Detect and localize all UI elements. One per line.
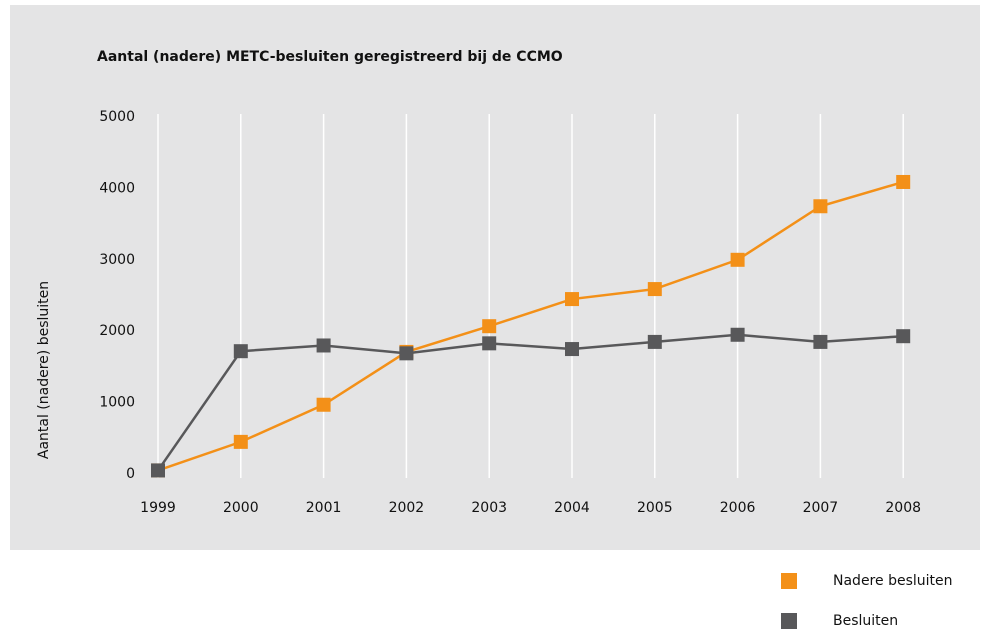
data-point (730, 252, 745, 267)
data-point (482, 319, 497, 334)
data-point (896, 174, 911, 189)
legend-label: Besluiten (833, 613, 898, 629)
legend-swatch (781, 613, 797, 629)
data-point (813, 199, 828, 214)
data-point (647, 334, 662, 349)
data-point (565, 342, 579, 357)
x-tick-label: 2000 (223, 500, 259, 516)
data-point (316, 338, 331, 353)
data-point (813, 334, 828, 349)
x-tick-label: 1999 (140, 500, 176, 516)
data-point (647, 282, 662, 297)
x-tick-label: 2004 (554, 500, 590, 516)
x-tick-label: 2008 (885, 500, 921, 516)
legend-label: Nadere besluiten (833, 573, 953, 589)
chart-title: Aantal (nadere) METC-besluiten geregistr… (97, 49, 563, 65)
data-point (399, 346, 414, 361)
data-point (565, 292, 579, 307)
data-point (233, 434, 248, 449)
data-point (896, 329, 911, 344)
data-point (233, 344, 248, 359)
y-tick-label: 5000 (99, 109, 135, 125)
data-point (482, 336, 497, 351)
data-point (730, 327, 745, 342)
data-point (316, 397, 331, 412)
y-tick-label: 0 (126, 466, 135, 482)
y-tick-label: 3000 (99, 252, 135, 268)
x-tick-label: 2005 (637, 500, 673, 516)
y-tick-label: 4000 (99, 180, 135, 196)
data-point (151, 463, 165, 478)
x-tick-label: 2007 (803, 500, 839, 516)
x-tick-label: 2002 (389, 500, 425, 516)
series-line (156, 333, 904, 472)
series-line (157, 180, 904, 472)
x-tick-label: 2001 (306, 500, 342, 516)
y-tick-label: 2000 (99, 323, 135, 339)
x-tick-label: 2003 (471, 500, 507, 516)
y-axis-label: Aantal (nadere) besluiten (36, 281, 52, 459)
x-tick-label: 2006 (720, 500, 756, 516)
legend-swatch (781, 573, 797, 589)
y-tick-label: 1000 (99, 395, 135, 411)
chart-panel (10, 5, 980, 550)
